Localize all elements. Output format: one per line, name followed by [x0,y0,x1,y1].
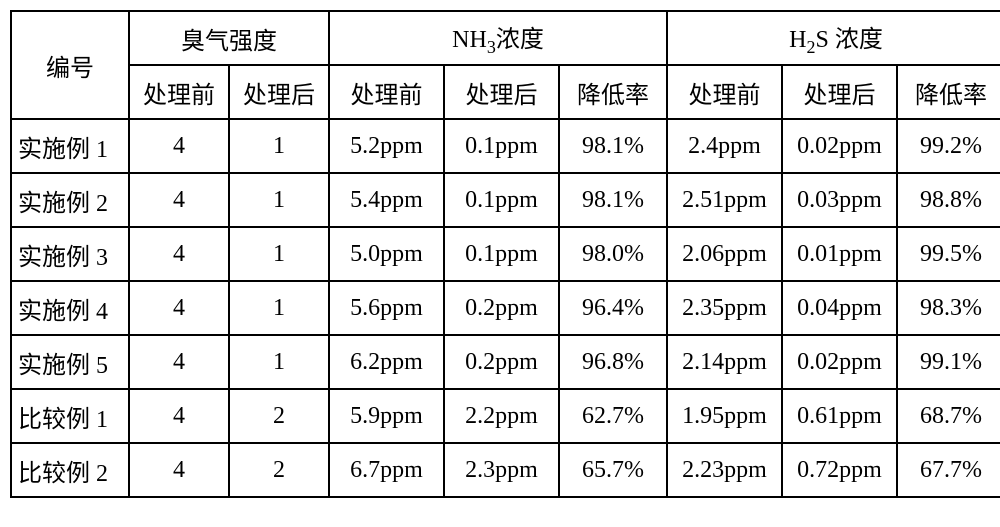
table-row: 实施例 1415.2ppm0.1ppm98.1%2.4ppm0.02ppm99.… [11,119,1000,173]
nh3-before-cell: 5.0ppm [329,227,444,281]
header-row-1: 编号 臭气强度 NH3浓度 H2S 浓度 [11,11,1000,65]
nh3-before-cell: 5.2ppm [329,119,444,173]
row-label-cell: 比较例 1 [11,389,129,443]
header-odor-after: 处理后 [229,65,329,119]
odor-before-cell: 4 [129,227,229,281]
header-nh3-conc: NH3浓度 [329,11,667,65]
odor-after-cell: 2 [229,443,329,497]
h2s-after-cell: 0.02ppm [782,119,897,173]
h2s-rate-cell: 98.8% [897,173,1000,227]
odor-before-cell: 4 [129,173,229,227]
h2s-before-cell: 2.23ppm [667,443,782,497]
odor-before-cell: 4 [129,281,229,335]
h2s-before-cell: 2.14ppm [667,335,782,389]
row-label-cell: 实施例 5 [11,335,129,389]
h2s-rate-cell: 99.2% [897,119,1000,173]
odor-after-cell: 1 [229,227,329,281]
h2s-before-cell: 2.51ppm [667,173,782,227]
header-id: 编号 [11,11,129,119]
header-h2s-conc: H2S 浓度 [667,11,1000,65]
table-row: 比较例 2426.7ppm2.3ppm65.7%2.23ppm0.72ppm67… [11,443,1000,497]
h2s-rate-cell: 99.1% [897,335,1000,389]
nh3-rate-cell: 98.1% [559,119,667,173]
h2s-after-cell: 0.02ppm [782,335,897,389]
odor-before-cell: 4 [129,443,229,497]
row-label-cell: 实施例 1 [11,119,129,173]
odor-after-cell: 1 [229,281,329,335]
nh3-after-cell: 0.1ppm [444,119,559,173]
h2s-rate-cell: 99.5% [897,227,1000,281]
header-odor-intensity: 臭气强度 [129,11,329,65]
data-table: 编号 臭气强度 NH3浓度 H2S 浓度 处理前 处理后 处理前 处理后 降低率… [10,10,1000,498]
nh3-after-cell: 2.3ppm [444,443,559,497]
odor-after-cell: 1 [229,335,329,389]
h2s-after-cell: 0.03ppm [782,173,897,227]
nh3-rate-cell: 65.7% [559,443,667,497]
nh3-before-cell: 5.4ppm [329,173,444,227]
header-nh3-before: 处理前 [329,65,444,119]
odor-after-cell: 2 [229,389,329,443]
nh3-before-cell: 6.7ppm [329,443,444,497]
odor-after-cell: 1 [229,173,329,227]
h2s-before-cell: 2.06ppm [667,227,782,281]
table-row: 实施例 3415.0ppm0.1ppm98.0%2.06ppm0.01ppm99… [11,227,1000,281]
nh3-after-cell: 0.1ppm [444,227,559,281]
header-nh3-after: 处理后 [444,65,559,119]
h2s-rate-cell: 98.3% [897,281,1000,335]
nh3-after-cell: 2.2ppm [444,389,559,443]
h2s-rate-cell: 67.7% [897,443,1000,497]
header-nh3-rate: 降低率 [559,65,667,119]
odor-before-cell: 4 [129,119,229,173]
nh3-before-cell: 5.9ppm [329,389,444,443]
h2s-after-cell: 0.72ppm [782,443,897,497]
table-body: 实施例 1415.2ppm0.1ppm98.1%2.4ppm0.02ppm99.… [11,119,1000,497]
nh3-before-cell: 5.6ppm [329,281,444,335]
h2s-after-cell: 0.01ppm [782,227,897,281]
nh3-after-cell: 0.2ppm [444,335,559,389]
odor-before-cell: 4 [129,389,229,443]
h2s-before-cell: 2.4ppm [667,119,782,173]
header-h2s-before: 处理前 [667,65,782,119]
nh3-rate-cell: 96.8% [559,335,667,389]
h2s-before-cell: 2.35ppm [667,281,782,335]
nh3-before-cell: 6.2ppm [329,335,444,389]
header-odor-before: 处理前 [129,65,229,119]
header-h2s-after: 处理后 [782,65,897,119]
header-h2s-rate: 降低率 [897,65,1000,119]
nh3-rate-cell: 62.7% [559,389,667,443]
h2s-after-cell: 0.04ppm [782,281,897,335]
nh3-rate-cell: 96.4% [559,281,667,335]
odor-after-cell: 1 [229,119,329,173]
row-label-cell: 实施例 4 [11,281,129,335]
nh3-after-cell: 0.2ppm [444,281,559,335]
h2s-after-cell: 0.61ppm [782,389,897,443]
row-label-cell: 实施例 3 [11,227,129,281]
row-label-cell: 比较例 2 [11,443,129,497]
table-row: 实施例 2415.4ppm0.1ppm98.1%2.51ppm0.03ppm98… [11,173,1000,227]
h2s-rate-cell: 68.7% [897,389,1000,443]
odor-before-cell: 4 [129,335,229,389]
table-row: 实施例 5416.2ppm0.2ppm96.8%2.14ppm0.02ppm99… [11,335,1000,389]
header-row-2: 处理前 处理后 处理前 处理后 降低率 处理前 处理后 降低率 [11,65,1000,119]
row-label-cell: 实施例 2 [11,173,129,227]
nh3-after-cell: 0.1ppm [444,173,559,227]
table-row: 比较例 1425.9ppm2.2ppm62.7%1.95ppm0.61ppm68… [11,389,1000,443]
h2s-before-cell: 1.95ppm [667,389,782,443]
nh3-rate-cell: 98.0% [559,227,667,281]
table-row: 实施例 4415.6ppm0.2ppm96.4%2.35ppm0.04ppm98… [11,281,1000,335]
nh3-rate-cell: 98.1% [559,173,667,227]
